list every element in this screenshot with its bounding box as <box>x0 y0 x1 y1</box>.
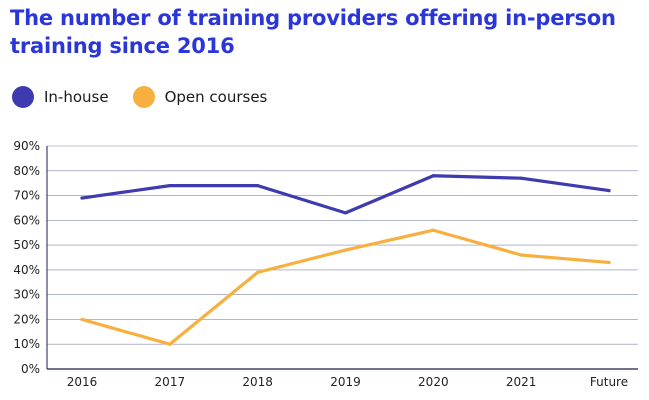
legend-label-open-courses: Open courses <box>164 88 268 106</box>
legend: In-house Open courses <box>12 85 291 109</box>
x-tick-label: 2018 <box>242 375 273 389</box>
y-tick-label: 60% <box>13 213 40 227</box>
y-tick-label: 20% <box>13 312 40 326</box>
x-tick-label: 2017 <box>155 375 186 389</box>
y-tick-label: 50% <box>13 238 40 252</box>
y-tick-label: 80% <box>13 164 40 178</box>
series-line-in-house <box>80 174 611 215</box>
data-point <box>256 184 260 188</box>
y-tick-label: 0% <box>21 362 40 376</box>
legend-item-open-courses: Open courses <box>132 86 268 108</box>
x-tick-label: 2020 <box>418 375 449 389</box>
data-point <box>431 174 435 178</box>
grid-layer <box>46 145 638 370</box>
x-axis-ticks: 2016 2017 2018 2019 2020 2021 Future <box>67 375 628 389</box>
y-axis-ticks: 0% 10% 20% 30% 40% 50% 60% 70% 80% 90% <box>13 139 40 376</box>
chart-title: The number of training providers offerin… <box>10 6 616 58</box>
y-tick-label: 10% <box>13 337 40 351</box>
x-tick-label: 2016 <box>67 375 98 389</box>
data-point <box>607 260 611 265</box>
data-point <box>519 253 523 257</box>
legend-swatch-in-house <box>12 86 34 108</box>
x-tick-label: 2021 <box>506 375 537 389</box>
data-point <box>343 211 348 215</box>
x-tick-label: Future <box>590 375 628 389</box>
series-layer <box>80 174 611 346</box>
legend-item-in-house: In-house <box>12 86 109 108</box>
y-tick-label: 30% <box>13 288 40 302</box>
data-point <box>80 196 84 200</box>
y-tick-label: 70% <box>13 189 40 203</box>
series-line-open-courses <box>80 228 611 346</box>
data-point <box>607 189 611 193</box>
y-tick-label: 40% <box>13 263 40 277</box>
data-point <box>431 228 435 232</box>
data-point <box>343 248 348 252</box>
y-tick-label: 90% <box>13 139 40 153</box>
x-tick-label: 2019 <box>330 375 361 389</box>
legend-swatch-open-courses <box>132 86 155 108</box>
data-point <box>168 342 172 346</box>
legend-label-in-house: In-house <box>44 88 109 106</box>
data-point <box>168 184 172 188</box>
data-point <box>256 270 260 274</box>
data-point <box>519 176 523 180</box>
data-point <box>80 317 84 322</box>
